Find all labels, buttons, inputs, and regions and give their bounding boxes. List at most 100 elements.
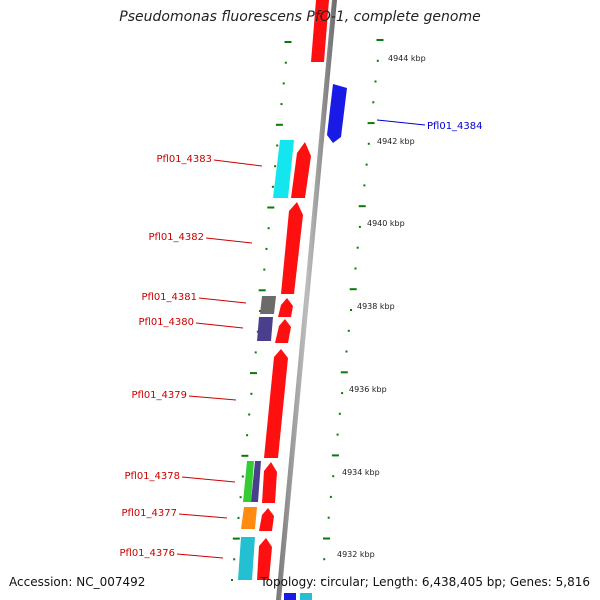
- scale-label: 4932 kbp: [337, 550, 375, 559]
- teal-feature[interactable]: [238, 537, 255, 580]
- inner-tick: [232, 537, 240, 540]
- scale-label: 4936 kbp: [349, 385, 387, 394]
- gene-label-pfl01-4382[interactable]: Pfl01_4382: [148, 232, 204, 243]
- outer-tick: [376, 59, 379, 62]
- gray-feature[interactable]: [260, 296, 276, 314]
- gene-arrow[interactable]: [264, 349, 288, 458]
- outer-tick: [338, 412, 341, 415]
- outer-tick: [372, 101, 375, 104]
- inner-tick: [263, 268, 266, 271]
- inner-tick: [250, 372, 257, 375]
- inner-tick: [254, 351, 257, 354]
- outer-tick: [331, 454, 339, 457]
- gene-label-pfl01-4384[interactable]: Pfl01_4384: [427, 121, 483, 132]
- leader-line: [198, 297, 247, 304]
- leader-line: [376, 119, 426, 126]
- scale-label: 4944 kbp: [388, 54, 426, 63]
- outer-tick: [356, 246, 359, 249]
- leader-line: [195, 322, 244, 329]
- forward-genes: [257, 0, 329, 580]
- reverse-genes: [284, 84, 347, 600]
- orange-feature[interactable]: [241, 507, 257, 529]
- outer-tick: [354, 267, 357, 270]
- gene-label-pfl01-4379[interactable]: Pfl01_4379: [131, 390, 187, 401]
- gene-arrow[interactable]: [291, 142, 311, 198]
- leader-line: [205, 237, 253, 244]
- inner-tick: [258, 289, 266, 292]
- feature-blocks: [238, 140, 294, 580]
- outer-tick: [376, 39, 384, 41]
- outer-tick: [349, 288, 357, 291]
- inner-tick: [248, 413, 251, 416]
- gene-label-pfl01-4378[interactable]: Pfl01_4378: [124, 471, 180, 482]
- inner-tick: [271, 185, 274, 188]
- scale-label: 4934 kbp: [342, 468, 380, 477]
- gene-arrow[interactable]: [311, 0, 329, 62]
- inner-tick: [239, 496, 242, 499]
- outer-tick: [365, 163, 368, 166]
- outer-tick: [358, 225, 361, 228]
- scale-label: 4938 kbp: [357, 302, 395, 311]
- gene-label-pfl01-4377[interactable]: Pfl01_4377: [121, 508, 177, 519]
- scale-labels: 4944 kbp 4942 kbp 4940 kbp 4938 kbp 4936…: [337, 54, 426, 559]
- scale-label: 4942 kbp: [377, 137, 415, 146]
- inner-tick: [282, 82, 285, 85]
- outer-tick: [336, 433, 339, 436]
- map-title: Pseudomonas fluorescens PfO-1, complete …: [119, 9, 481, 25]
- inner-tick: [284, 61, 287, 64]
- leader-line: [213, 159, 263, 167]
- genome-summary: Topology: circular; Length: 6,438,405 bp…: [260, 575, 590, 589]
- outer-tick: [363, 184, 366, 187]
- purple-feature[interactable]: [251, 461, 261, 502]
- outer-tick: [350, 309, 352, 311]
- outer-tick: [332, 475, 335, 478]
- outer-tick: [327, 516, 330, 519]
- genome-backbone: [276, 0, 337, 600]
- inner-tick: [259, 310, 261, 312]
- inner-tick: [233, 558, 236, 561]
- inner-tick: [274, 165, 277, 168]
- inner-tick: [267, 206, 275, 209]
- gene-labels: Pfl01_4384 Pfl01_4383 Pfl01_4382 Pfl01_4…: [119, 119, 483, 559]
- leader-line: [178, 513, 228, 519]
- gene-arrow[interactable]: [257, 538, 272, 580]
- gene-label-pfl01-4383[interactable]: Pfl01_4383: [156, 154, 212, 165]
- inner-tick: [237, 516, 240, 519]
- outer-tick: [323, 558, 326, 561]
- outer-tick: [321, 579, 323, 581]
- scale-label: 4940 kbp: [367, 219, 405, 228]
- green-feature[interactable]: [243, 461, 254, 502]
- gene-arrow[interactable]: [281, 202, 303, 294]
- inner-tick: [250, 392, 253, 395]
- inner-tick: [265, 247, 268, 250]
- cyan-feature[interactable]: [273, 140, 294, 198]
- inner-tick: [241, 454, 249, 457]
- inner-tick-track: [231, 41, 292, 581]
- leader-line: [176, 553, 224, 559]
- gene-label-pfl01-4381[interactable]: Pfl01_4381: [141, 292, 197, 303]
- accession-label: Accession: NC_007492: [9, 575, 146, 589]
- gene-arrow[interactable]: [259, 508, 274, 531]
- outer-tick: [347, 329, 350, 332]
- outer-tick: [345, 350, 348, 353]
- gene-label-pfl01-4380[interactable]: Pfl01_4380: [138, 317, 194, 328]
- inner-tick: [284, 41, 292, 43]
- inner-tick: [280, 103, 283, 106]
- inner-tick: [276, 144, 279, 147]
- gene-arrow-reverse[interactable]: [284, 593, 296, 600]
- inner-tick: [267, 227, 270, 230]
- outer-tick: [374, 80, 377, 83]
- gene-label-pfl01-4376[interactable]: Pfl01_4376: [119, 548, 175, 559]
- leader-line: [188, 395, 237, 401]
- gene-arrow[interactable]: [262, 462, 277, 503]
- gene-arrow-reverse[interactable]: [327, 84, 347, 143]
- gene-arrow[interactable]: [275, 319, 291, 343]
- gene-arrow[interactable]: [278, 298, 293, 317]
- outer-tick: [329, 495, 332, 498]
- inner-tick: [246, 434, 249, 437]
- gene-arrow-reverse[interactable]: [300, 593, 312, 600]
- outer-tick: [340, 371, 348, 374]
- outer-tick: [367, 142, 370, 145]
- purple-feature[interactable]: [257, 317, 273, 341]
